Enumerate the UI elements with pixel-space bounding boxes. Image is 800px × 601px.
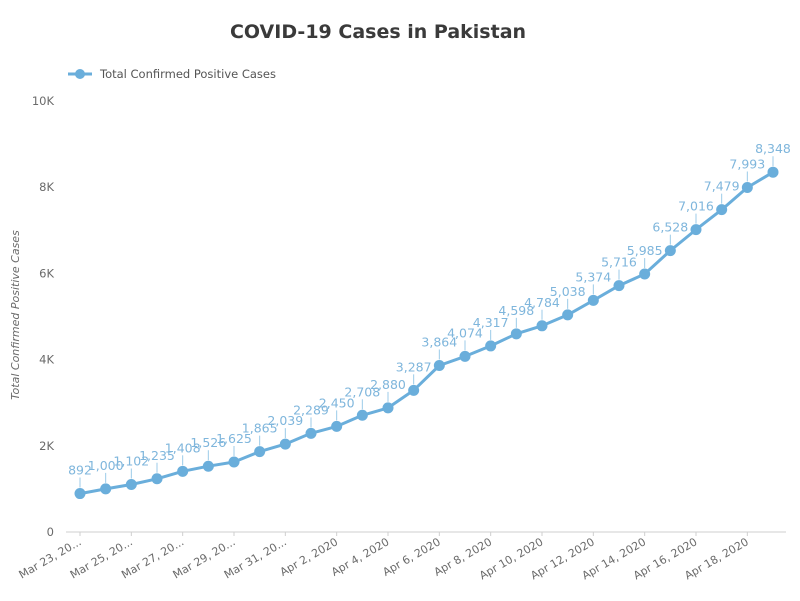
data-label: 1,000: [88, 458, 124, 473]
data-point: [741, 182, 753, 194]
data-label: 4,317: [473, 315, 509, 330]
data-label: 5,038: [550, 284, 586, 299]
data-point: [664, 245, 676, 257]
data-point: [767, 166, 779, 178]
data-label: 7,479: [704, 179, 740, 194]
data-point: [356, 409, 368, 421]
data-label: 5,716: [601, 255, 637, 270]
data-point: [485, 340, 497, 352]
data-label: 1,625: [216, 431, 252, 446]
data-label: 6,528: [652, 220, 688, 235]
data-point: [74, 488, 86, 500]
data-point: [125, 479, 137, 491]
legend: Total Confirmed Positive Cases: [68, 67, 276, 81]
data-label: 892: [68, 463, 92, 478]
data-label: 2,039: [267, 413, 303, 428]
y-tick-label: 6K: [39, 266, 54, 280]
chart-title: COVID-19 Cases in Pakistan: [230, 21, 526, 43]
data-label: 1,102: [113, 454, 149, 469]
data-label: 5,985: [627, 243, 663, 258]
y-axis: 0 2K 4K 6K 8K 10K: [32, 94, 55, 539]
data-point: [382, 402, 394, 414]
x-axis: Mar 23, 20...Mar 25, 20...Mar 27, 20...M…: [17, 531, 786, 582]
data-point: [279, 438, 291, 450]
y-tick-label: 4K: [39, 353, 54, 367]
y-axis-title: Total Confirmed Positive Cases: [9, 230, 22, 400]
data-label: 1,526: [190, 435, 226, 450]
series-line: [79, 170, 774, 496]
data-point: [100, 483, 112, 495]
data-label: 8,348: [755, 141, 791, 156]
data-point: [408, 384, 420, 396]
data-point: [151, 473, 163, 485]
data-label: 1,235: [139, 448, 175, 463]
data-point: [228, 456, 240, 468]
data-point: [510, 328, 522, 340]
data-label: 1,408: [165, 440, 201, 455]
data-point: [331, 420, 343, 432]
data-point: [202, 460, 214, 472]
data-point: [562, 309, 574, 321]
data-label: 2,880: [370, 377, 406, 392]
data-label: 1,865: [242, 421, 278, 436]
data-point: [587, 294, 599, 306]
data-point: [716, 204, 728, 216]
data-point: [305, 427, 317, 439]
data-label: 3,864: [421, 334, 457, 349]
data-point: [613, 280, 625, 292]
legend-marker-swatch: [75, 69, 85, 79]
data-label: 7,993: [729, 157, 765, 172]
data-label: 2,708: [344, 384, 380, 399]
y-tick-label: 8K: [39, 180, 54, 194]
y-tick-label: 2K: [39, 439, 54, 453]
data-label: 2,450: [319, 395, 355, 410]
data-point: [639, 268, 651, 280]
data-label: 5,374: [575, 269, 611, 284]
data-point: [177, 465, 189, 477]
legend-label: Total Confirmed Positive Cases: [99, 67, 276, 81]
data-label: 7,016: [678, 199, 714, 214]
data-point: [536, 320, 548, 332]
data-label: 2,289: [293, 402, 329, 417]
data-label: 4,074: [447, 325, 483, 340]
data-point: [459, 350, 471, 362]
data-point: [433, 359, 445, 371]
y-tick-label: 0: [47, 525, 54, 539]
data-point: [690, 224, 702, 236]
data-point: [254, 446, 266, 458]
data-label: 4,784: [524, 295, 560, 310]
series-layer: 8921,0001,1021,2351,4081,5261,6251,8652,…: [68, 141, 791, 500]
data-label: 4,598: [498, 303, 534, 318]
y-tick-label: 10K: [32, 94, 55, 108]
data-label: 3,287: [396, 359, 432, 374]
